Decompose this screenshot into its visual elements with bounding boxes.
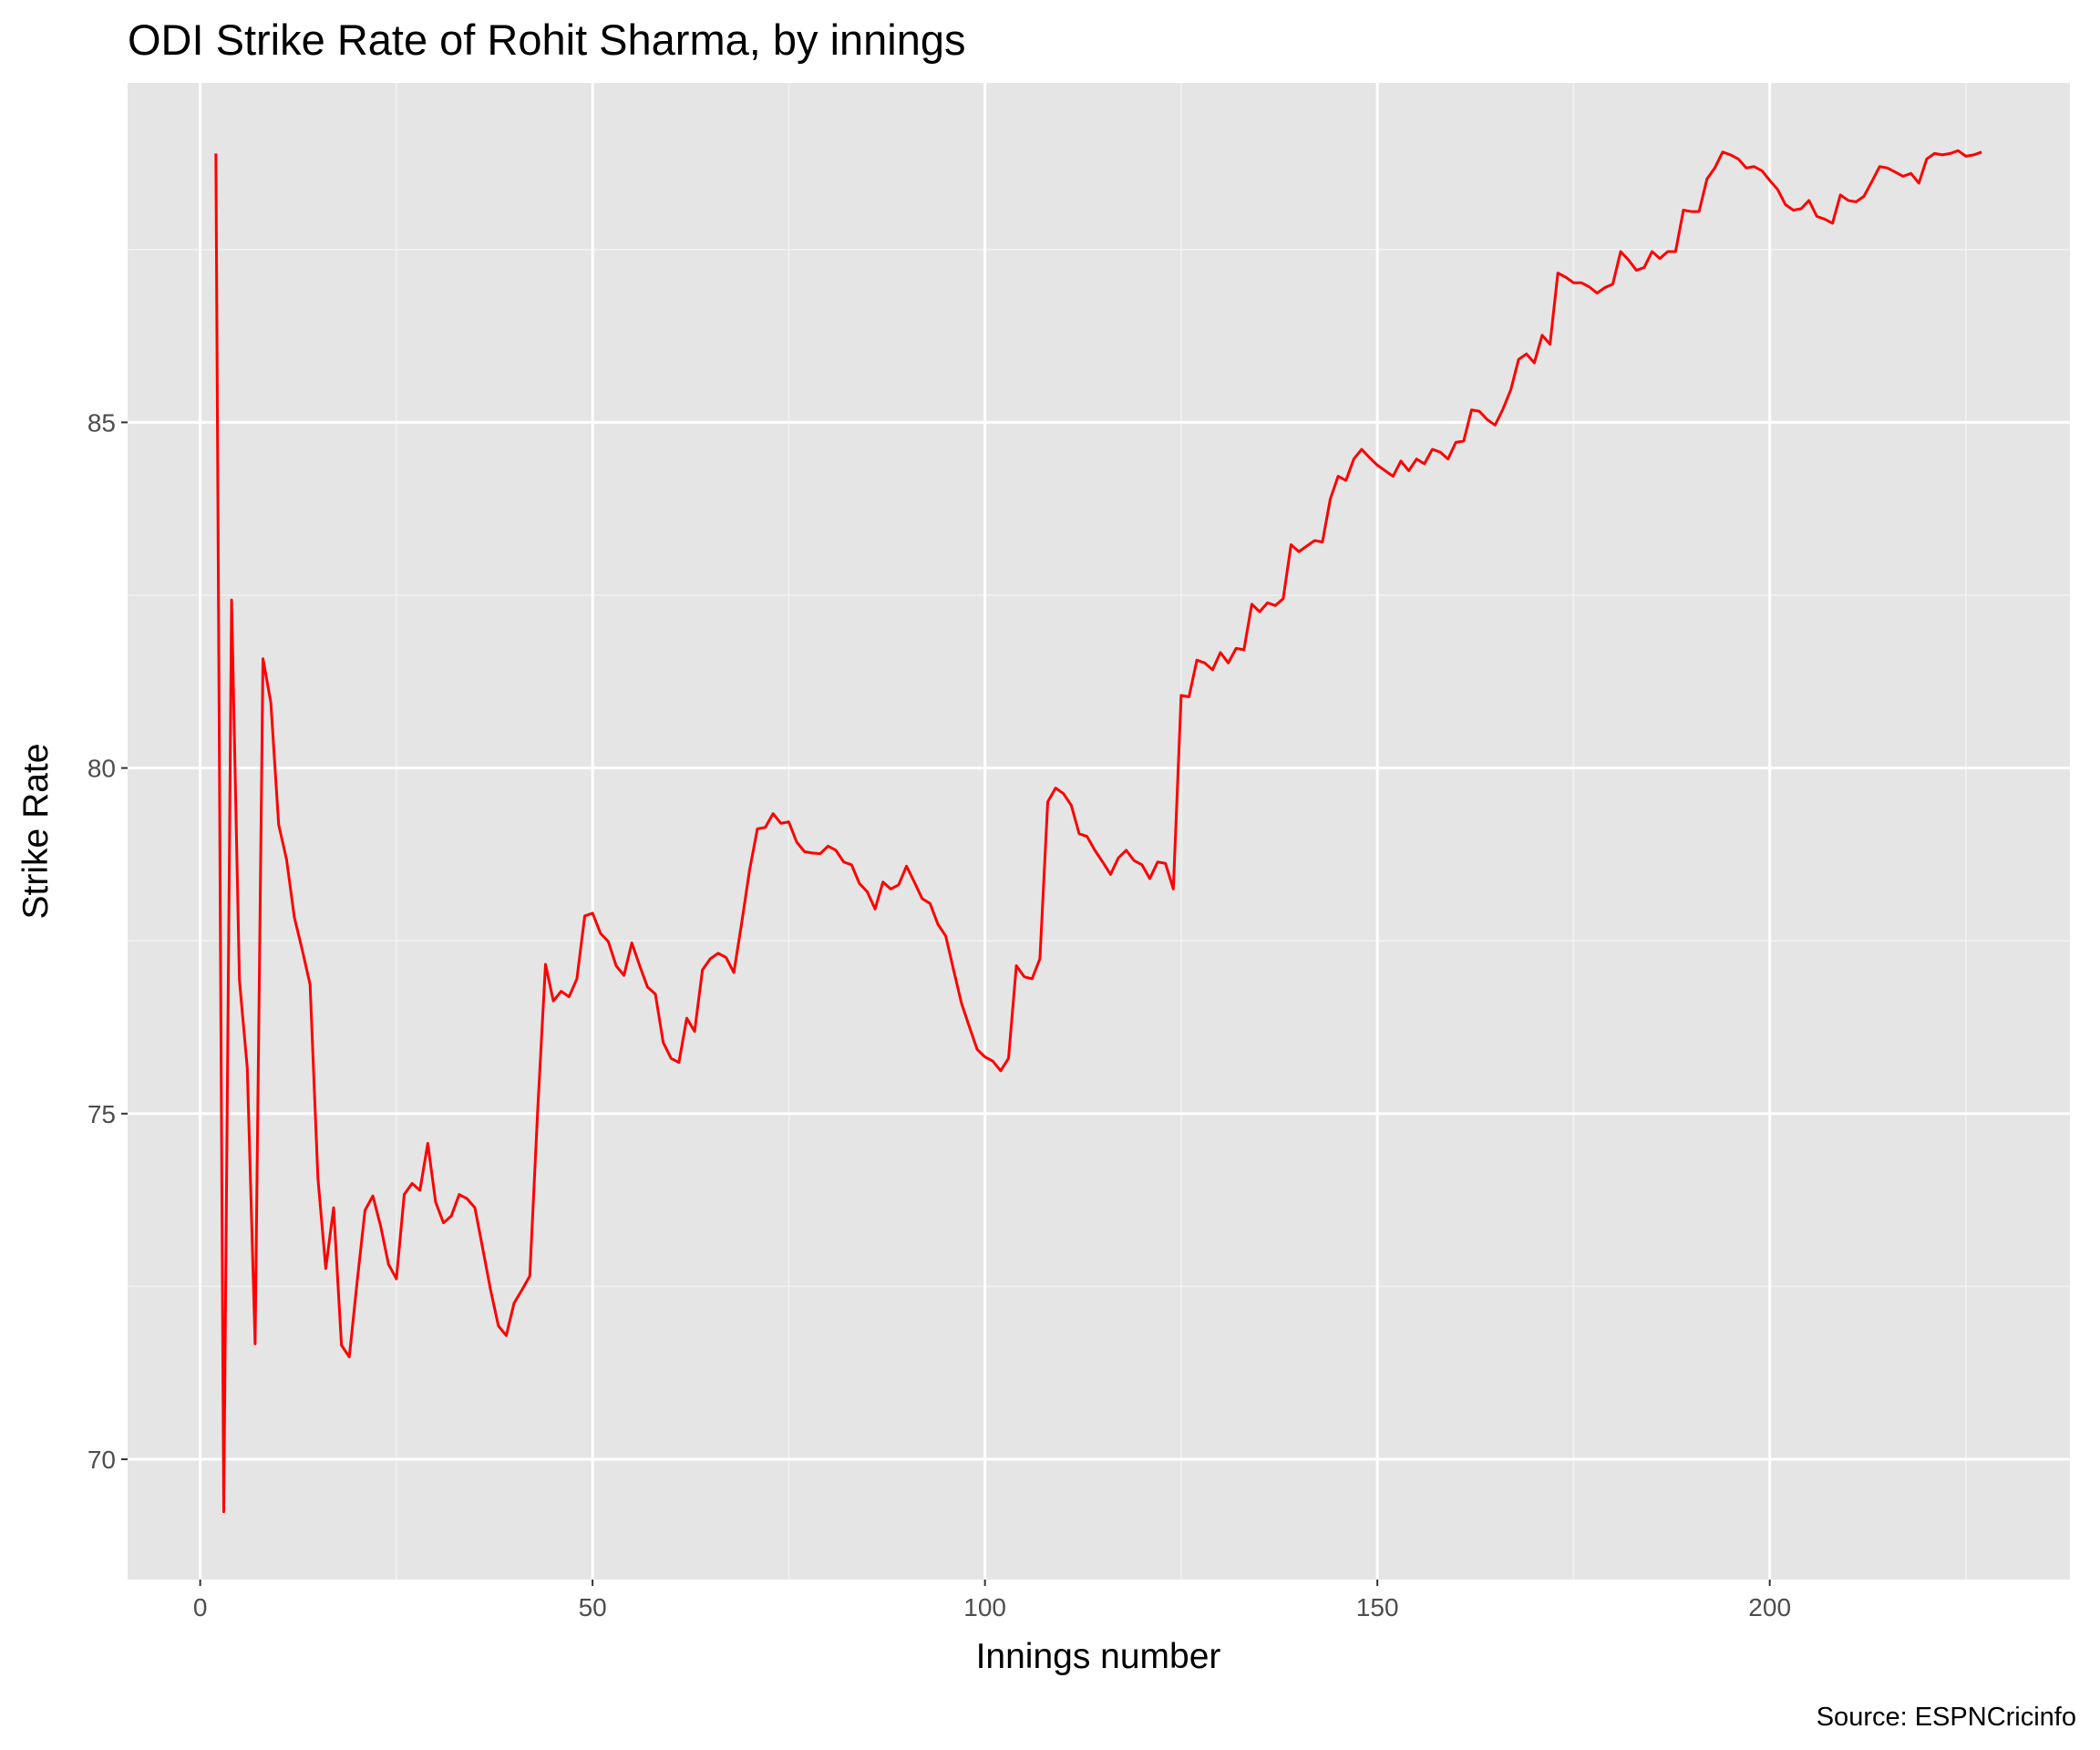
x-tick-label: 200 xyxy=(1748,1593,1791,1621)
y-tick-label: 85 xyxy=(88,408,116,437)
panel xyxy=(128,83,2070,1580)
caption: Source: ESPNCricinfo xyxy=(1817,1703,2076,1732)
y-axis-title: Strike Rate xyxy=(16,744,56,920)
x-tick-label: 0 xyxy=(193,1593,208,1621)
x-tick-label: 50 xyxy=(579,1593,607,1621)
chart-title: ODI Strike Rate of Rohit Sharma, by inni… xyxy=(128,15,966,64)
y-tick-label: 75 xyxy=(88,1100,116,1128)
line xyxy=(214,149,1982,1514)
y-tick-label: 70 xyxy=(88,1446,116,1474)
x-tick-label: 150 xyxy=(1356,1593,1399,1621)
x-axis-title: Innings number xyxy=(976,1637,1221,1676)
x-tick-label: 100 xyxy=(963,1593,1006,1621)
y-tick-label: 80 xyxy=(88,755,116,783)
